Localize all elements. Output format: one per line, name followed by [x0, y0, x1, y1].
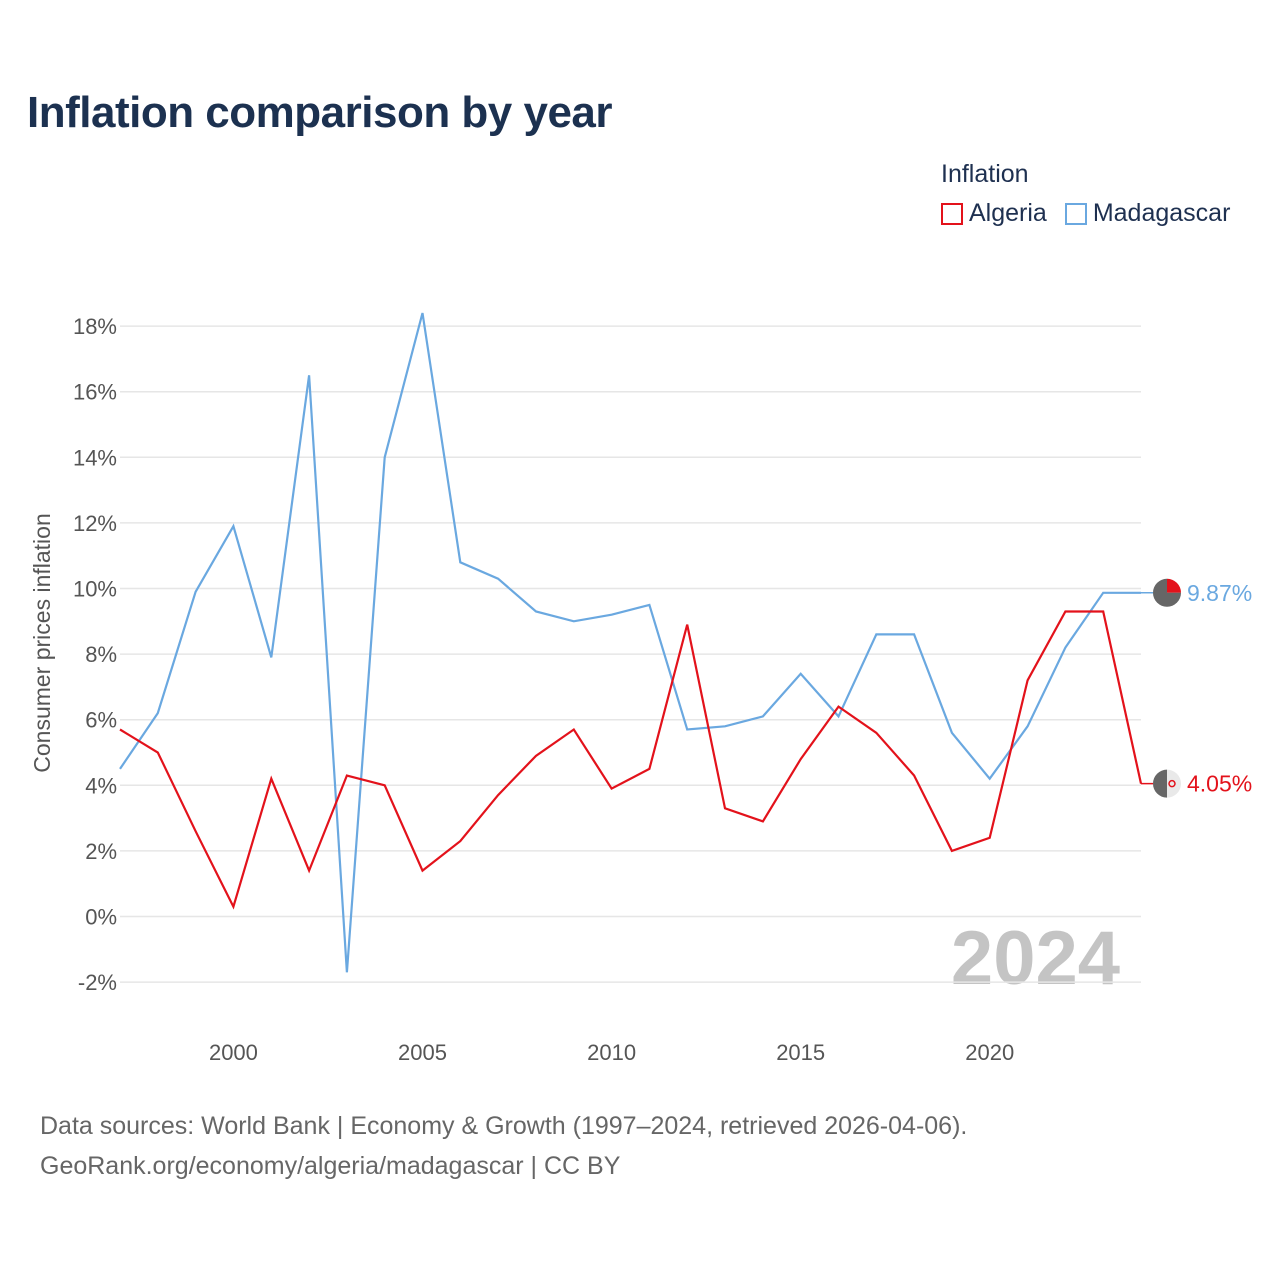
- y-tick-label: -2%: [78, 970, 117, 995]
- x-tick-label: 2020: [965, 1040, 1014, 1065]
- chart-title: Inflation comparison by year: [27, 88, 613, 137]
- flag-top-right-madagascar: [1167, 578, 1181, 593]
- y-tick-label: 4%: [85, 773, 117, 798]
- legend-swatch-algeria: [941, 202, 963, 225]
- flag-bottom-right-madagascar: [1167, 592, 1181, 607]
- legend-item-algeria[interactable]: Algeria: [941, 199, 1047, 228]
- series-line-algeria: [119, 610, 1143, 910]
- source-note: Data sources: World Bank | Economy & Gro…: [40, 1106, 967, 1186]
- y-tick-label: 0%: [85, 905, 117, 930]
- legend-label-madagascar: Madagascar: [1092, 199, 1231, 227]
- end-value-label-algeria: 4.05%: [1187, 771, 1252, 797]
- x-tick-label: 2010: [587, 1040, 636, 1065]
- y-tick-label: 12%: [73, 511, 117, 536]
- y-tick-label: 2%: [85, 839, 117, 864]
- watermark-year: 2024: [951, 916, 1120, 1001]
- flag-left-half-algeria: [1153, 769, 1167, 798]
- legend-item-madagascar[interactable]: Madagascar: [1064, 199, 1231, 228]
- flag-crescent-algeria: [1168, 779, 1176, 788]
- y-tick-label: 14%: [73, 445, 117, 470]
- legend-title: Inflation: [941, 160, 1029, 188]
- y-tick-label: 16%: [73, 380, 117, 405]
- y-tick-label: 18%: [73, 314, 117, 339]
- end-value-label-madagascar: 9.87%: [1187, 580, 1252, 606]
- y-tick-label: 10%: [73, 577, 117, 602]
- legend: Inflation Algeria Madagascar: [941, 160, 1248, 228]
- source-line-1: Data sources: World Bank | Economy & Gro…: [40, 1112, 968, 1140]
- source-line-2[interactable]: GeoRank.org/economy/algeria/madagascar |…: [40, 1152, 621, 1180]
- legend-swatch-madagascar: [1064, 202, 1087, 225]
- legend-label-algeria: Algeria: [969, 199, 1047, 227]
- y-tick-label: 8%: [85, 642, 117, 667]
- flag-left-half-madagascar: [1153, 578, 1167, 607]
- series-line-madagascar: [119, 312, 1141, 973]
- x-tick-label: 2000: [209, 1040, 258, 1065]
- x-tick-label: 2015: [776, 1040, 825, 1065]
- line-chart: 2024 -2% 0% 2% 4% 6% 8% 10% 12% 14% 16% 18% 2000 2005…: [29, 312, 1252, 1065]
- y-axis-label: Consumer prices inflation: [29, 513, 55, 773]
- x-tick-label: 2005: [398, 1040, 447, 1065]
- y-tick-label: 6%: [85, 708, 117, 733]
